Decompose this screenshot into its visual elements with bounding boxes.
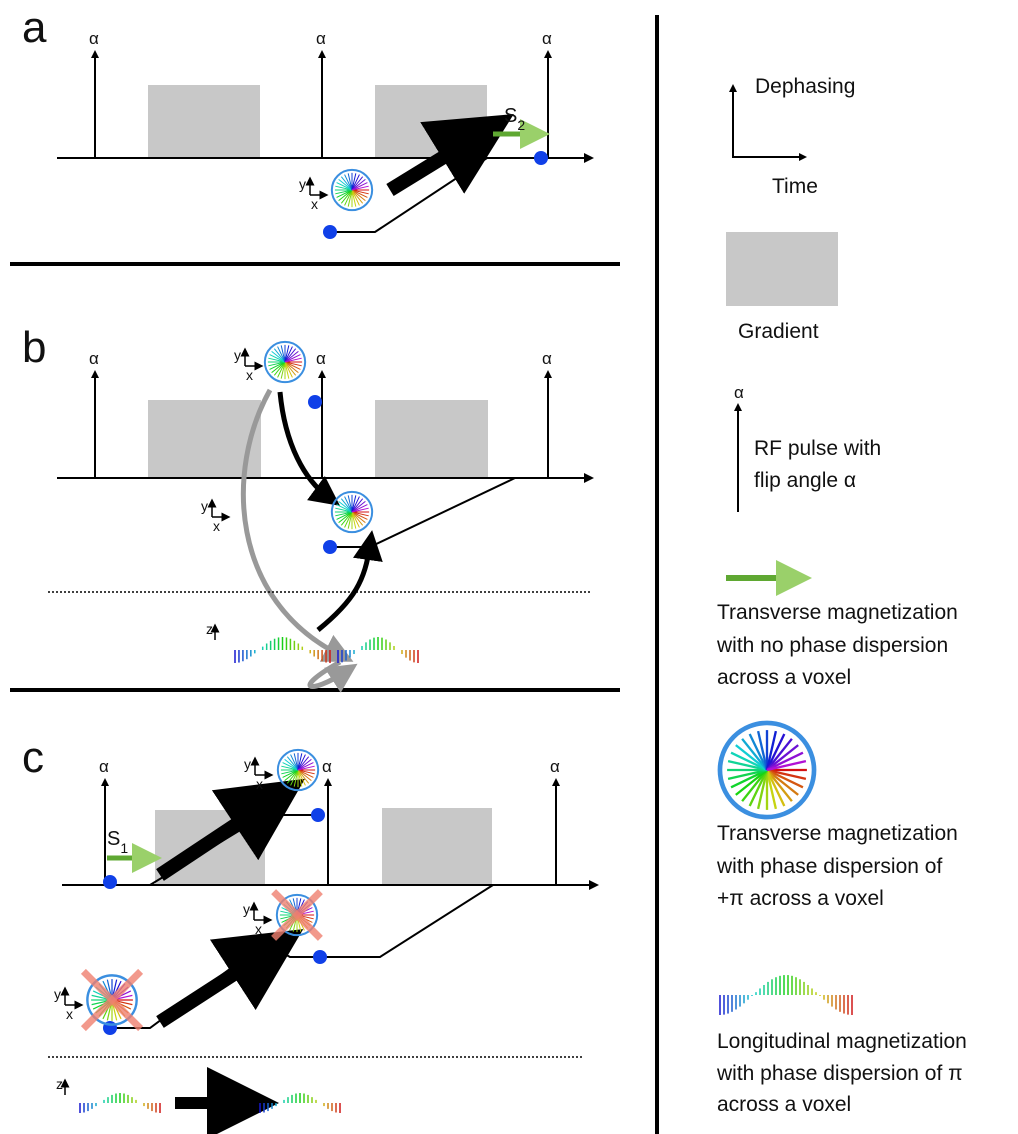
legend-text: Transverse magnetization [717,601,958,624]
panel-label: c [22,733,44,782]
wheel-slot [83,971,140,1028]
echo-point [534,151,548,165]
wheel-slot [720,723,814,817]
legend-text: across a voxel [717,1093,851,1116]
pulse-label: α [316,349,326,368]
legend-text: across a voxel [717,666,851,689]
wave-slot [80,1093,160,1113]
panel-b: b α α α yx yx z [22,323,592,687]
legend-text: flip angle α [754,469,856,492]
z-axis-icon: z [56,1076,65,1095]
wave-slot [720,975,852,1015]
pulse-label: α [550,757,560,776]
legend-text: RF pulse with [754,437,881,460]
axis-label: x [311,196,318,212]
pulse-label: α [322,757,332,776]
axis-label: y [54,986,61,1002]
z-axis-icon: z [206,621,215,640]
wheel-slot [332,492,372,532]
signal-label: S2 [504,105,525,133]
signal-subscript: 2 [517,117,525,133]
signal-label: S1 [107,828,128,856]
axes-icon: yx [234,347,259,383]
black-arrow [280,392,328,497]
axis-label: x [246,367,253,383]
axis-label: z [206,621,213,637]
axis-label: x [213,518,220,534]
wave-slot [338,637,418,663]
panel-a: a α α α S2 yx [22,3,592,239]
gradient [148,85,260,158]
panel-label: b [22,323,46,372]
axis-label: x [256,776,263,792]
axis-label: y [244,756,251,772]
pulse-label: α [542,349,552,368]
legend-axes [733,88,800,157]
legend-text: Gradient [738,320,819,343]
wave-slot [260,1093,340,1113]
figure: a α α α S2 yx b α α α yx yx z c α α α S1… [0,0,1018,1134]
legend-text: with phase dispersion of [716,855,942,878]
legend-text: with no phase dispersion [716,634,948,657]
pulse-label: α [99,757,109,776]
legend-text: Transverse magnetization [717,822,958,845]
wheel-slot [265,342,305,382]
pulse-label: α [89,349,99,368]
axis-label: y [243,901,250,917]
legend-gradient [726,232,838,306]
signal-letter: S [504,105,517,127]
echo-point [308,395,322,409]
wheel-slot [274,892,321,939]
axes-icon: yx [54,986,79,1022]
echo-point [323,225,337,239]
wheel-slot [278,750,318,790]
axes-icon: yx [243,901,268,937]
panel-label: a [22,3,47,52]
pulse-label: α [542,29,552,48]
axis-label: y [299,176,306,192]
axis-label: y [234,347,241,363]
legend-text: α [734,383,744,402]
black-arrow [318,545,370,630]
echo-point [313,950,327,964]
legend-text: with phase dispersion of π [716,1062,963,1085]
echo-point [311,808,325,822]
legend: Dephasing Time Gradient α RF pulse with … [716,75,967,1116]
legend-text: Dephasing [755,75,855,98]
wheel-slot [332,170,372,210]
echo-point [323,540,337,554]
axes-icon: yx [201,498,226,534]
axis-label: x [66,1006,73,1022]
legend-text: Time [772,175,818,198]
signal-subscript: 1 [120,840,128,856]
gradient [382,808,492,885]
signal-letter: S [107,828,120,850]
axis-label: x [255,921,262,937]
echo-point [103,875,117,889]
axis-label: y [201,498,208,514]
axis-label: z [56,1076,63,1092]
legend-text: Longitudinal magnetization [717,1030,967,1053]
pulse-label: α [316,29,326,48]
gray-arrow [310,662,345,687]
pulse-label: α [89,29,99,48]
legend-text: +π across a voxel [717,887,884,910]
big-arrow [160,952,268,1022]
axes-icon: yx [299,176,324,212]
axes-icon: yx [244,756,269,792]
gradient [375,400,488,478]
panel-c: c α α α S1 yx yx yx z [22,733,597,1113]
